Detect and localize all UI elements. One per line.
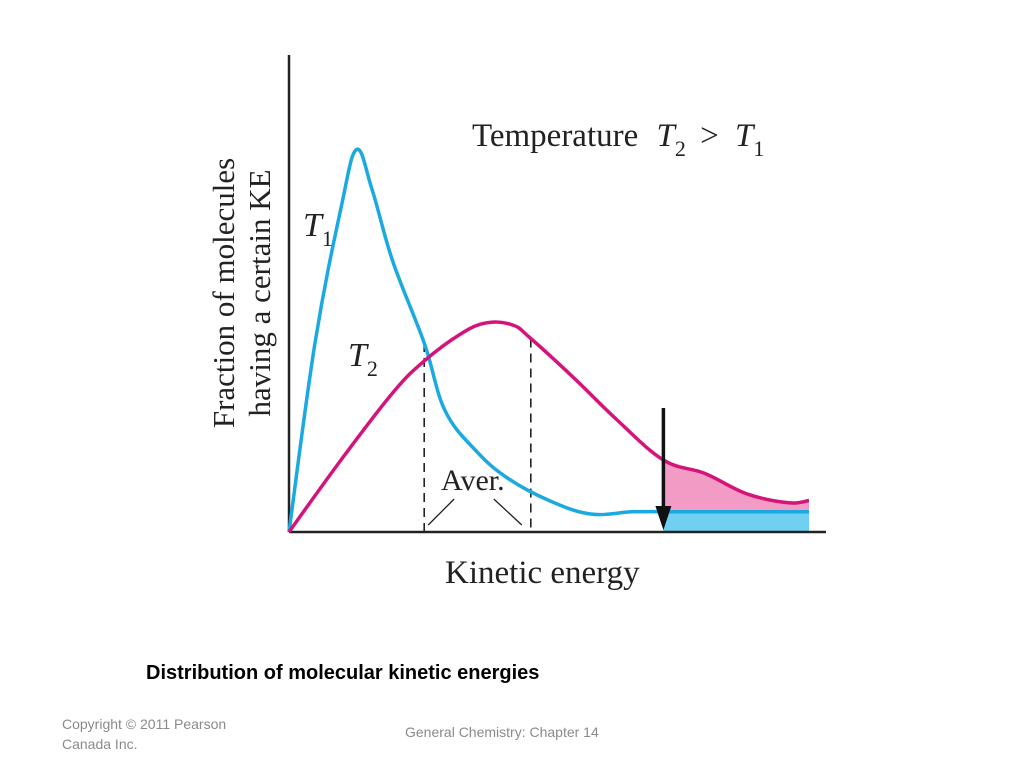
series-t1-subscript: 1 xyxy=(322,226,333,251)
x-axis-label: Kinetic energy xyxy=(445,555,640,591)
title-left-subscript: 2 xyxy=(675,136,686,161)
average-pointer-right xyxy=(493,498,523,526)
title-prefix: Temperature xyxy=(472,118,638,154)
t1-tail-shaded-area xyxy=(663,511,809,532)
chart-title: Temperature T2 > T1 xyxy=(472,118,764,164)
slide-caption: Distribution of molecular kinetic energi… xyxy=(146,662,540,684)
y-axis-label-line2: having a certain KE xyxy=(242,169,277,416)
threshold-arrow-head xyxy=(655,506,672,530)
title-right-symbol: T xyxy=(735,118,756,154)
series-t1-symbol: T xyxy=(303,207,324,244)
title-operator: > xyxy=(700,118,719,154)
title-left-symbol: T xyxy=(657,118,678,154)
series-label-t1: T1 xyxy=(303,207,333,251)
series-label-t2: T2 xyxy=(348,337,378,381)
series-t1-curve xyxy=(287,147,809,533)
average-label: Aver. xyxy=(441,464,505,497)
footer-chapter: General Chemistry: Chapter 14 xyxy=(405,724,599,740)
series-t2-symbol: T xyxy=(348,337,369,374)
title-right-subscript: 1 xyxy=(753,136,764,161)
series-t2-subscript: 2 xyxy=(367,356,378,381)
average-pointer-left xyxy=(427,498,455,526)
footer-copyright: Copyright © 2011 Pearson Canada Inc. xyxy=(62,716,227,752)
series-t2-curve xyxy=(287,320,810,534)
y-axis-label-line1: Fraction of molecules xyxy=(206,158,241,428)
